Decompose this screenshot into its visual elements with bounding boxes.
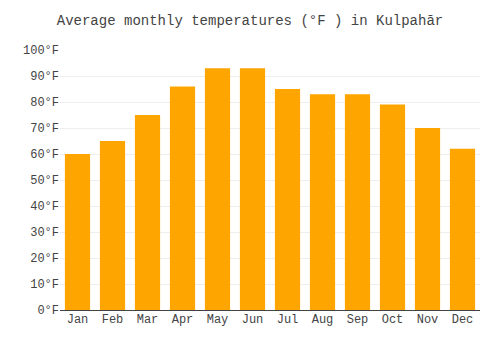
svg-text:May: May xyxy=(207,313,229,327)
svg-text:20°F: 20°F xyxy=(30,252,59,266)
svg-text:Nov: Nov xyxy=(417,313,439,327)
svg-text:Jan: Jan xyxy=(67,313,89,327)
svg-text:90°F: 90°F xyxy=(30,70,59,84)
svg-text:0°F: 0°F xyxy=(37,304,59,318)
svg-text:60°F: 60°F xyxy=(30,148,59,162)
svg-text:Jul: Jul xyxy=(277,313,299,327)
svg-text:Average monthly temperatures (: Average monthly temperatures (°F ) in Ku… xyxy=(57,13,443,29)
svg-text:80°F: 80°F xyxy=(30,96,59,110)
svg-text:Mar: Mar xyxy=(137,313,159,327)
svg-text:30°F: 30°F xyxy=(30,226,59,240)
svg-text:Apr: Apr xyxy=(172,313,194,327)
svg-text:Oct: Oct xyxy=(382,313,404,327)
svg-text:10°F: 10°F xyxy=(30,278,59,292)
svg-text:70°F: 70°F xyxy=(30,122,59,136)
svg-text:Feb: Feb xyxy=(102,313,124,327)
svg-text:Jun: Jun xyxy=(242,313,264,327)
svg-text:Dec: Dec xyxy=(452,313,474,327)
svg-text:100°F: 100°F xyxy=(23,44,59,58)
svg-text:Sep: Sep xyxy=(347,313,369,327)
svg-text:50°F: 50°F xyxy=(30,174,59,188)
svg-text:40°F: 40°F xyxy=(30,200,59,214)
svg-text:Aug: Aug xyxy=(312,313,334,327)
